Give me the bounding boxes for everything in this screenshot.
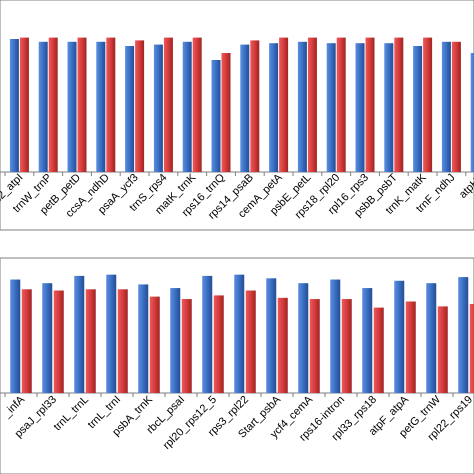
bar-rps3_rpl22-series1	[234, 274, 245, 393]
bar-trnS_rps4-series1	[153, 44, 163, 172]
bottom-chart-panel: _infApsaJ_rpl33trnL_trnLtrnL_trnIpsbA_tr…	[0, 257, 474, 474]
bar-rps14_psaB-series1	[240, 44, 250, 172]
bar-trnK_matK-series1	[413, 46, 423, 172]
bar-rbcL_psaI-series2	[181, 299, 192, 393]
bar-petG_trnW-series1	[426, 283, 437, 393]
bar-petB_petD-series2	[77, 37, 87, 172]
bar-rpl20_rps12_5-series2	[213, 295, 224, 393]
bar-trnS_rps4-series2	[163, 37, 173, 172]
bar-psbB_psbT-series2	[394, 37, 404, 172]
bar-rps16_trnQ-series1	[211, 60, 221, 172]
bar-_infA-series1	[10, 279, 21, 393]
bar-matK_trnK-series2	[192, 37, 202, 172]
bar-trnL_trnL-series2	[85, 289, 96, 393]
bar-trnL_trnL-series1	[74, 275, 85, 393]
bar-s2_atpI-series2	[19, 37, 29, 172]
bar-psaJ_rpl33-series1	[42, 283, 53, 393]
bar-trnL_trnI-series1	[106, 274, 117, 393]
bar-rpl33_rps18-series1	[362, 288, 373, 393]
bar-trnF_ndhJ-series1	[441, 41, 451, 172]
bar-rps14_psaB-series2	[250, 40, 260, 173]
bar-trnW_trnP-series2	[48, 37, 58, 172]
bar-rpl22_rps19-series2	[469, 303, 474, 393]
bar-petB_petD-series1	[67, 41, 77, 172]
bar-psaJ_rpl33-series2	[53, 290, 64, 393]
bar-s2_atpI-series1	[9, 39, 19, 172]
bar-rpl20_rps12_5-series1	[202, 275, 213, 393]
bar-psbE_petL-series2	[307, 37, 317, 172]
top-chart-panel: s2_atpItrnW_trnPpetB_petDccsA_ndhDpsaA_y…	[0, 0, 474, 231]
bar-rpl33_rps18-series2	[373, 307, 384, 393]
bar-trnL_trnI-series2	[117, 289, 128, 393]
bar-ycf4_cemA-series1	[298, 283, 309, 393]
bar-rpl16_rps3-series2	[365, 37, 375, 172]
bar-cemA_petA-series1	[269, 43, 279, 173]
bar-rps16-intron-series1	[330, 279, 341, 393]
bar-trnF_ndhJ-series2	[451, 41, 461, 172]
bar-Start_psbA-series1	[266, 278, 277, 393]
bar-rps18_rpl20-series1	[326, 43, 336, 173]
bar-psaA_ycf3-series2	[135, 40, 145, 173]
bar-psaA_ycf3-series1	[125, 46, 135, 172]
bar-atpF_atpA-series1	[394, 280, 405, 393]
bar-_infA-series2	[21, 289, 32, 393]
bar-rps16-intron-series2	[341, 299, 352, 393]
bar-ycf4_cemA-series2	[309, 299, 320, 393]
bar-psbB_psbT-series1	[384, 43, 394, 173]
bar-cemA_petA-series2	[279, 37, 289, 172]
bar-Start_psbA-series2	[277, 297, 288, 393]
bar-rps18_rpl20-series2	[336, 37, 346, 172]
bar-rps16_trnQ-series2	[221, 53, 231, 172]
bar-atpF_atpA-series2	[405, 301, 416, 393]
bar-ccsA_ndhD-series1	[96, 41, 106, 172]
bar-atpH_-series1	[470, 53, 474, 172]
bar-rpl22_rps19-series1	[458, 277, 469, 393]
bar-rpl16_rps3-series1	[355, 43, 365, 173]
bar-matK_trnK-series1	[182, 41, 192, 172]
bar-trnW_trnP-series1	[38, 41, 48, 172]
bar-psbA_trnK-series2	[149, 296, 160, 393]
bar-psbA_trnK-series1	[138, 284, 149, 393]
bar-rps3_rpl22-series2	[245, 290, 256, 393]
bar-ccsA_ndhD-series2	[106, 37, 116, 172]
bar-rbcL_psaI-series1	[170, 288, 181, 393]
bar-trnK_matK-series2	[423, 37, 433, 172]
bar-psbE_petL-series1	[297, 41, 307, 172]
bar-petG_trnW-series2	[437, 306, 448, 393]
